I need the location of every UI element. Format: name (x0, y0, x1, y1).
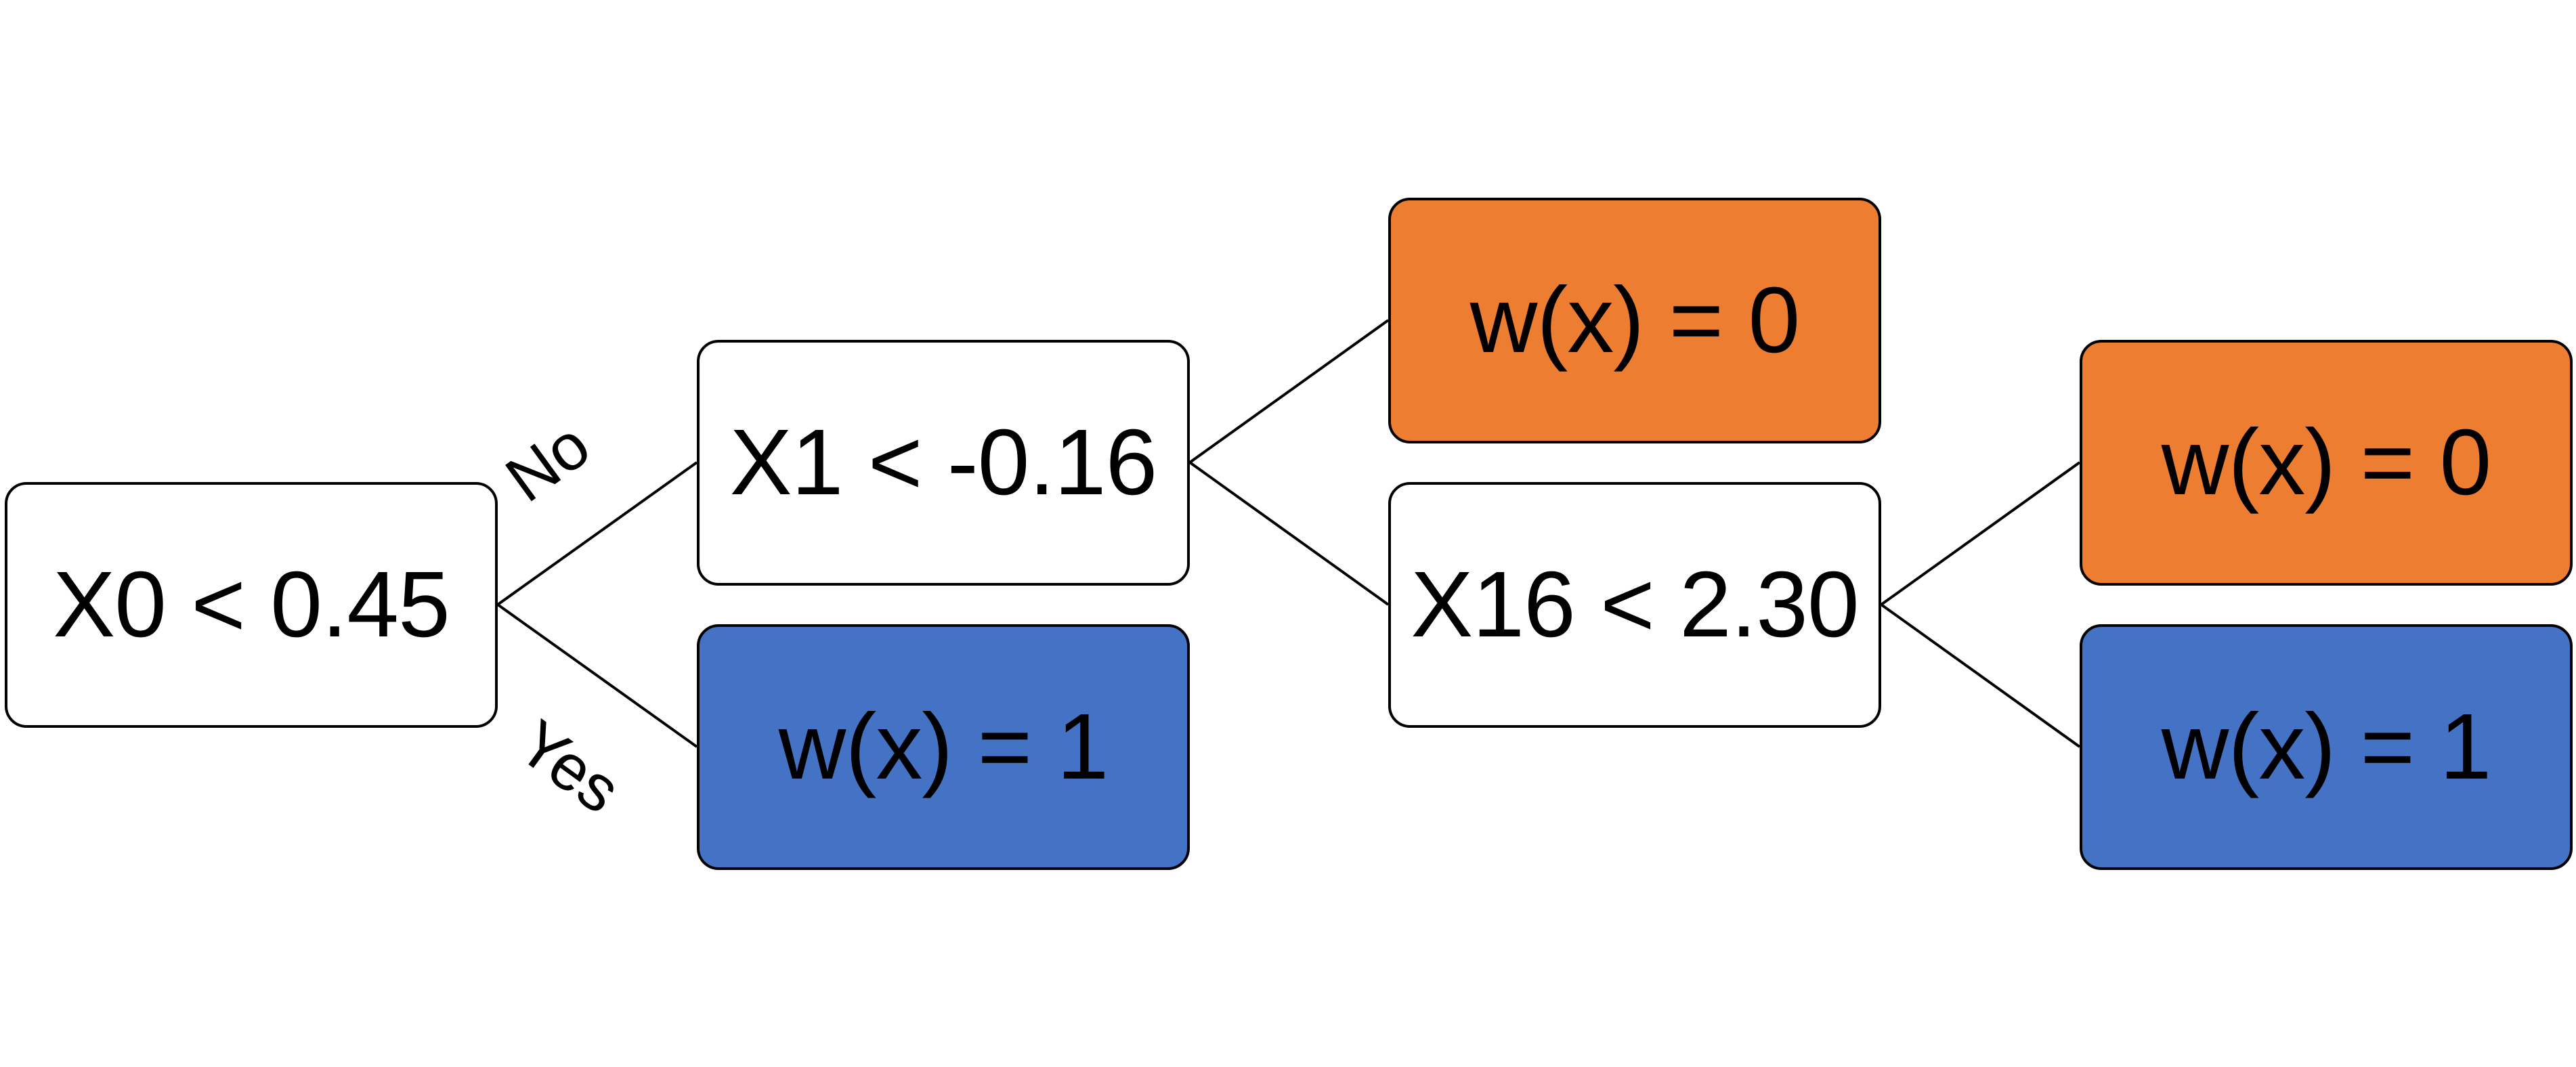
root-split-node: X0 < 0.45 (5, 482, 498, 728)
x1-split-node: X1 < -0.16 (697, 340, 1190, 586)
x16-split-node: X16 < 2.30 (1388, 482, 1881, 728)
x1-split-label: X1 < -0.16 (729, 410, 1158, 515)
root-split-label: X0 < 0.45 (53, 552, 450, 657)
leaf-node-w1: w(x) = 1 (697, 624, 1190, 870)
edge-root-to-x1 (496, 461, 698, 606)
edge-x1-to-w0 (1188, 319, 1390, 464)
edge-x1-to-x16 (1188, 461, 1390, 606)
leaf-label: w(x) = 1 (778, 695, 1109, 799)
leaf-node-w0: w(x) = 0 (2080, 340, 2573, 586)
edge-root-to-w1 (496, 603, 698, 748)
leaf-label: w(x) = 1 (2161, 695, 2492, 799)
leaf-label: w(x) = 0 (2161, 410, 2492, 515)
leaf-node-w0: w(x) = 0 (1388, 198, 1881, 443)
leaf-label: w(x) = 0 (1469, 268, 1801, 372)
edge-x16-to-w1 (1880, 603, 2081, 748)
x16-split-label: X16 < 2.30 (1411, 552, 1859, 657)
edge-x16-to-w0 (1880, 461, 2081, 606)
leaf-node-w1: w(x) = 1 (2080, 624, 2573, 870)
